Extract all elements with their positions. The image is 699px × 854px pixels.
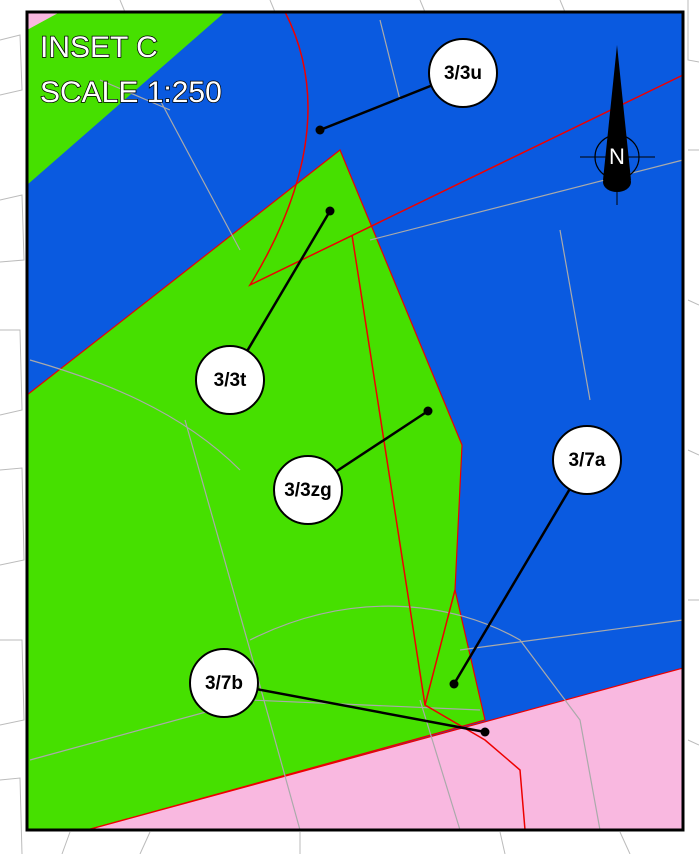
leader-dot — [423, 406, 433, 416]
label-circle — [189, 648, 259, 718]
leader-dot — [449, 679, 459, 689]
north-label: N — [609, 144, 625, 169]
label-circle — [552, 425, 622, 495]
zone-green-top — [27, 12, 225, 185]
label-circle — [195, 345, 265, 415]
label-circle — [428, 38, 498, 108]
label-circle — [273, 455, 343, 525]
zone-pink-corner — [27, 12, 60, 30]
boundary — [248, 11, 684, 831]
leader-dot — [315, 125, 325, 135]
inset-scale: SCALE 1:250 — [40, 76, 222, 109]
north-arrow: N — [580, 45, 655, 205]
labels: 3/3u 3/3t 3/3zg 3/7a 3/7b — [189, 38, 622, 737]
label-text: 3/3u — [444, 63, 482, 84]
frame — [25, 10, 685, 832]
leader-dot — [480, 727, 490, 737]
leader-dot — [325, 206, 335, 216]
label-text: 3/3t — [214, 370, 247, 391]
inset-frame — [25, 10, 685, 832]
label-text: 3/3zg — [284, 480, 332, 501]
label-text: 3/7a — [569, 450, 606, 471]
leader-line — [223, 681, 486, 734]
leader-line — [452, 459, 589, 685]
inset-title: INSET C — [40, 31, 158, 64]
label-text: 3/7b — [205, 673, 243, 694]
